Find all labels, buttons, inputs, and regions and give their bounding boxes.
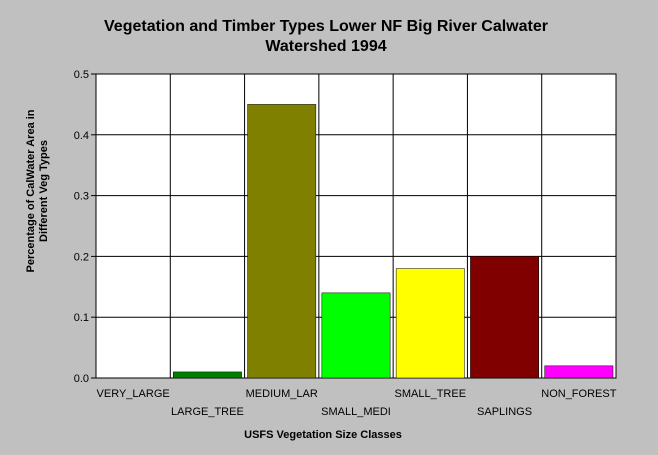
- x-axis-labels: VERY_LARGELARGE_TREEMEDIUM_LARSMALL_MEDI…: [97, 388, 617, 418]
- x-tick-label: NON_FOREST: [541, 388, 616, 400]
- bar-non-forest: [544, 365, 614, 379]
- y-axis-title-line2: Different Veg Types: [38, 140, 50, 242]
- bar-saplings: [470, 256, 539, 379]
- y-tick-label: 0.2: [74, 251, 89, 263]
- chart-title-line2: Watershed 1994: [265, 38, 386, 55]
- x-tick-label: VERY_LARGE: [97, 388, 170, 400]
- x-axis-title: USFS Vegetation Size Classes: [244, 429, 402, 441]
- bar-small-tree: [395, 268, 465, 379]
- y-axis-ticks: 0.0 0.1 0.2 0.3 0.4 0.5: [74, 69, 96, 385]
- x-tick-label: SMALL_MEDI: [321, 406, 391, 418]
- y-tick-label: 0.5: [74, 69, 89, 81]
- y-tick-label: 0.0: [74, 373, 89, 385]
- y-tick-label: 0.1: [74, 312, 89, 324]
- bar-large-tree: [173, 371, 242, 379]
- x-tick-label: SAPLINGS: [477, 406, 532, 418]
- y-tick-label: 0.3: [74, 191, 89, 203]
- x-tick-label: LARGE_TREE: [171, 406, 244, 418]
- x-tick-label: MEDIUM_LAR: [246, 388, 318, 400]
- bar-small-medi: [321, 292, 391, 379]
- y-tick-label: 0.4: [74, 130, 89, 142]
- y-axis-title-line1: Percentage of CalWater Area in: [25, 109, 37, 272]
- bar-medium-lar: [247, 104, 317, 379]
- bars: [173, 104, 614, 379]
- x-tick-label: SMALL_TREE: [395, 388, 467, 400]
- chart-title-line1: Vegetation and Timber Types Lower NF Big…: [104, 18, 548, 35]
